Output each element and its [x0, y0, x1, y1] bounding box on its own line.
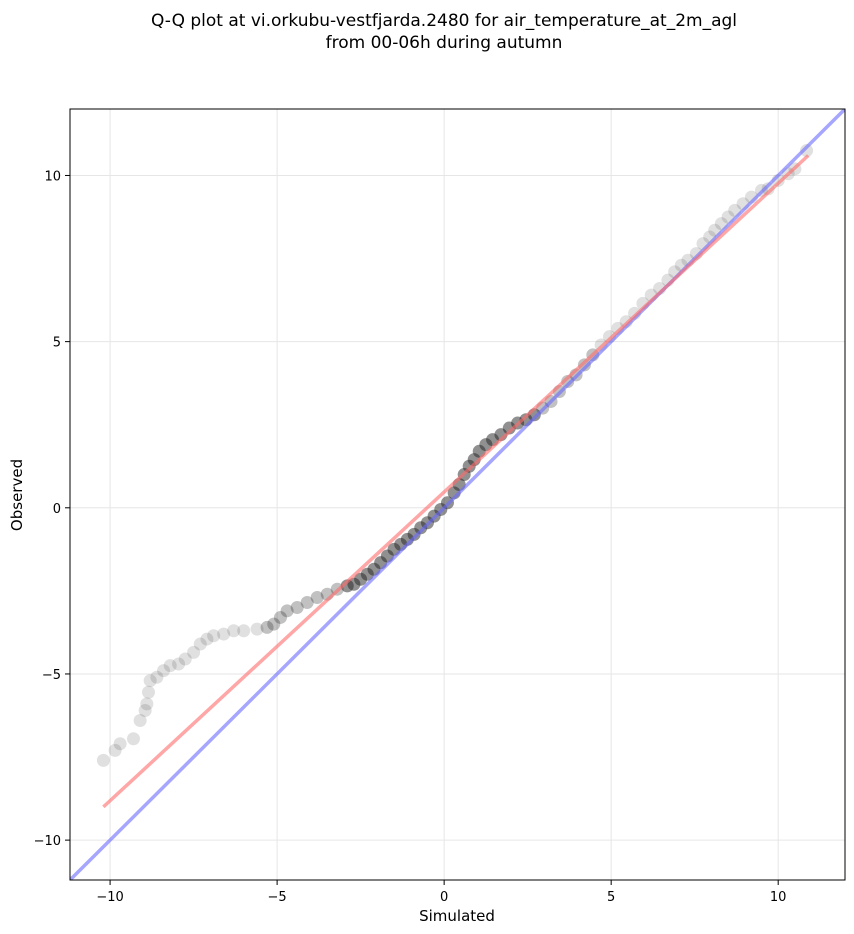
identity-line: [70, 109, 845, 880]
y-tick-label: 5: [53, 336, 61, 351]
x-axis-label: Simulated: [419, 907, 495, 925]
quantile-point: [143, 674, 157, 688]
x-tick-label: −5: [268, 890, 287, 905]
quantile-point: [150, 670, 164, 684]
quantile-point: [237, 624, 251, 638]
quantile-point: [133, 713, 147, 727]
quantile-point: [800, 144, 814, 158]
y-tick-label: −10: [34, 834, 61, 849]
fit-line: [102, 154, 810, 809]
quantile-point: [260, 620, 274, 634]
y-axis: −10 −5 0 5 10: [34, 169, 70, 849]
quantile-point: [172, 657, 186, 671]
x-axis: −10 −5 0 5 10: [96, 880, 786, 905]
quantile-point: [273, 610, 287, 624]
grid: [70, 109, 845, 880]
quantile-point: [290, 600, 304, 614]
x-tick-label: 5: [607, 890, 615, 905]
chart-title-line-1: Q-Q plot at vi.orkubu-vestfjarda.2480 fo…: [151, 11, 737, 31]
chart-title-line-2: from 00-06h during autumn: [326, 33, 563, 53]
quantile-point: [113, 737, 127, 751]
quantile-point: [200, 632, 214, 646]
quantile-point: [227, 624, 241, 638]
quantile-point: [138, 704, 152, 718]
y-tick-label: 0: [53, 502, 61, 517]
quantile-point: [193, 637, 207, 651]
y-tick-label: 10: [44, 169, 61, 184]
quantile-point: [207, 629, 221, 643]
quantile-point: [140, 697, 154, 711]
quantile-point: [108, 743, 122, 757]
quantile-point: [178, 652, 192, 666]
x-tick-label: −10: [96, 890, 123, 905]
quantile-point: [310, 591, 324, 605]
quantile-point: [267, 617, 281, 631]
quantile-point: [96, 753, 110, 767]
quantile-points: [96, 144, 814, 767]
quantile-point: [300, 596, 314, 610]
y-tick-label: −5: [42, 668, 61, 683]
quantile-point: [142, 685, 156, 699]
quantile-point: [187, 645, 201, 659]
reference-lines: [70, 109, 845, 880]
x-tick-label: 10: [770, 890, 787, 905]
quantile-point: [761, 182, 775, 196]
x-tick-label: 0: [440, 890, 448, 905]
y-axis-label: Observed: [8, 459, 26, 531]
plot-frame: [69, 108, 846, 881]
quantile-point: [280, 604, 294, 618]
quantile-point: [157, 664, 171, 678]
quantile-point: [217, 627, 231, 641]
quantile-point: [250, 622, 264, 636]
quantile-point: [561, 375, 575, 389]
quantile-point: [126, 732, 140, 746]
quantile-point: [163, 659, 177, 673]
